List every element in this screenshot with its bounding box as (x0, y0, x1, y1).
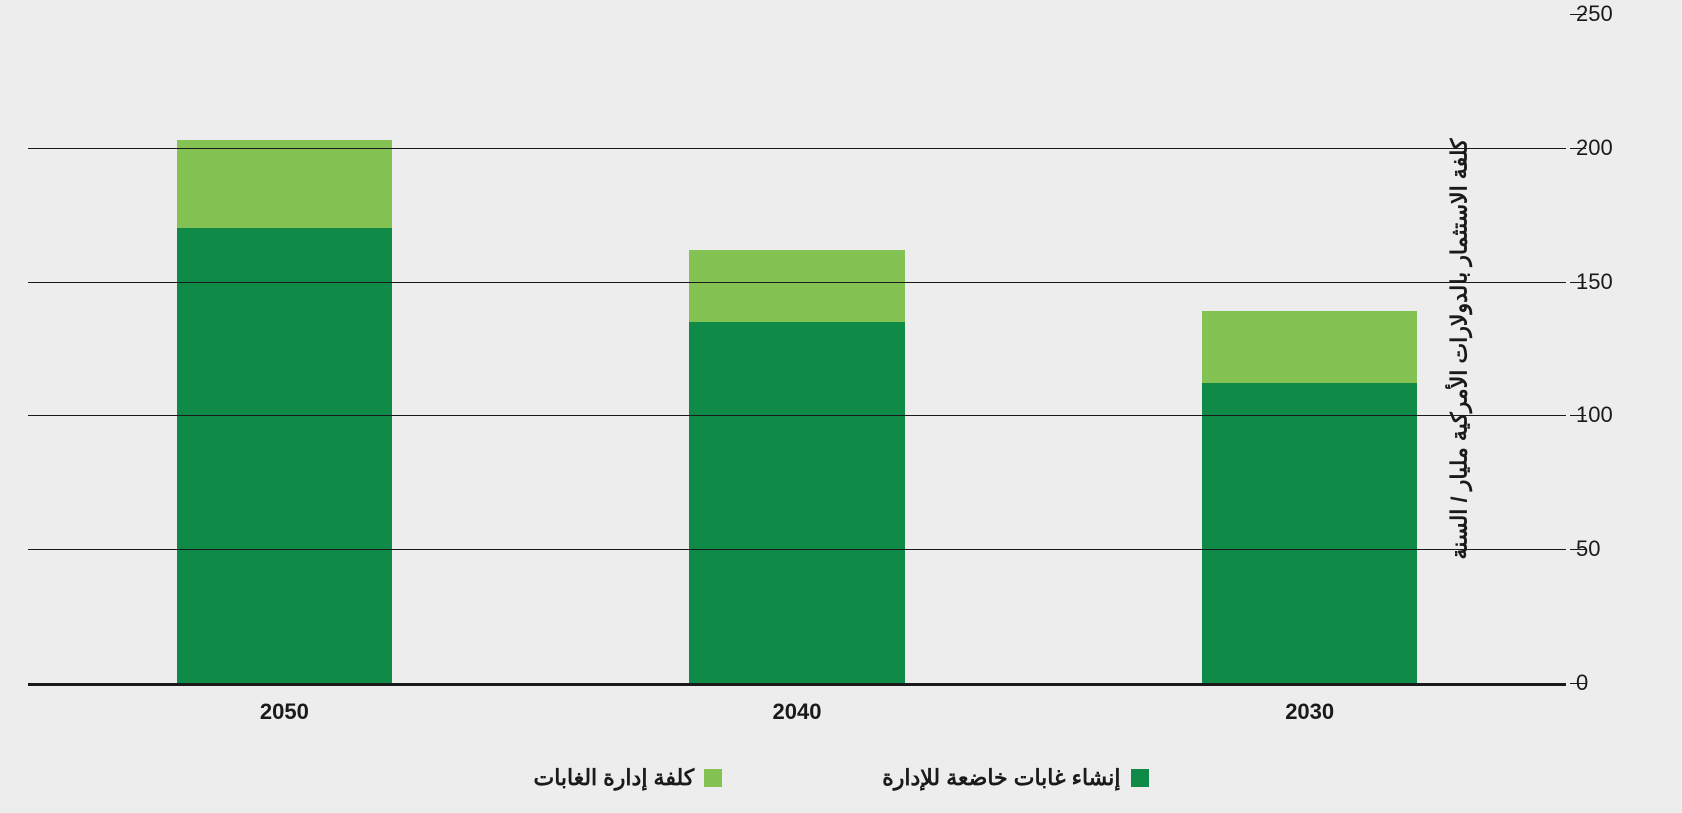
gridline (28, 282, 1566, 283)
bar-segment-establish (1202, 383, 1417, 683)
bar-segment-establish (689, 322, 904, 683)
y-tick-label: 250 (1576, 1, 1622, 27)
legend: إنشاء غابات خاضعة للإدارة كلفة إدارة الغا… (0, 765, 1682, 791)
y-tick-label: 150 (1576, 269, 1622, 295)
gridline (28, 683, 1566, 686)
legend-swatch-manage (704, 769, 722, 787)
legend-swatch-establish (1131, 769, 1149, 787)
legend-item-establish: إنشاء غابات خاضعة للإدارة (882, 765, 1148, 791)
gridline (28, 549, 1566, 550)
y-tick-label: 0 (1576, 670, 1622, 696)
gridline (28, 148, 1566, 149)
plot-area: كلفة الاستثمار بالدولارات الأمركية مليار… (28, 14, 1566, 683)
y-tick-label: 50 (1576, 536, 1622, 562)
y-tick-label: 200 (1576, 135, 1622, 161)
bar-2040: 2040 (689, 14, 904, 683)
x-tick-label: 2030 (1285, 683, 1334, 725)
x-tick-label: 2050 (260, 683, 309, 725)
gridline (28, 415, 1566, 416)
legend-label: كلفة إدارة الغابات (533, 765, 694, 791)
bar-2030: 2030 (1202, 14, 1417, 683)
bar-2050: 2050 (177, 14, 392, 683)
bar-segment-manage (177, 140, 392, 228)
bar-segment-manage (689, 250, 904, 322)
y-tick-label: 100 (1576, 402, 1622, 428)
stacked-bar-chart: كلفة الاستثمار بالدولارات الأمركية مليار… (0, 0, 1682, 813)
legend-item-manage: كلفة إدارة الغابات (533, 765, 722, 791)
x-tick-label: 2040 (773, 683, 822, 725)
bar-segment-establish (177, 228, 392, 683)
legend-label: إنشاء غابات خاضعة للإدارة (882, 765, 1120, 791)
bar-segment-manage (1202, 311, 1417, 383)
bars-container: 2030 2040 2050 (28, 14, 1566, 683)
